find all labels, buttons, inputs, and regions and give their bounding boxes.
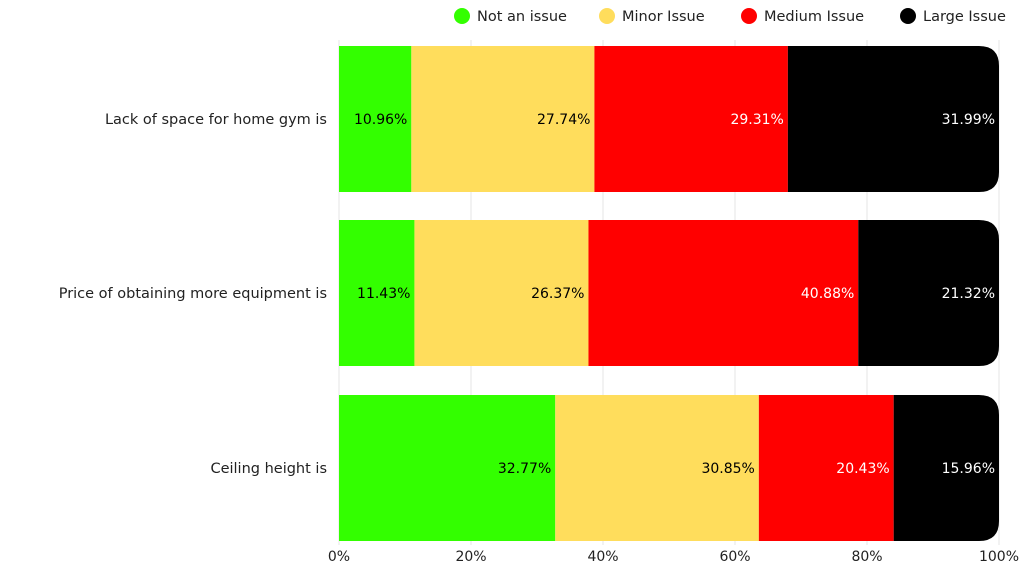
bar-segment xyxy=(758,395,894,541)
data-label: 10.96% xyxy=(354,112,407,128)
legend-label: Minor Issue xyxy=(622,9,705,25)
bar-segment xyxy=(555,395,759,541)
legend-label: Not an issue xyxy=(477,9,567,25)
data-label: 40.88% xyxy=(801,286,854,302)
x-tick-label: 60% xyxy=(719,549,750,565)
x-tick-label: 0% xyxy=(328,549,350,565)
data-label: 31.99% xyxy=(942,112,995,128)
bar-segment xyxy=(858,220,999,366)
legend: Not an issue Minor Issue Medium Issue Large… xyxy=(454,8,1006,25)
data-label: 30.85% xyxy=(701,461,754,477)
bars: 10.96% 27.74% 29.31% 31.99% 11.43% 26.37% 40.8… xyxy=(339,46,999,541)
data-label: 32.77% xyxy=(498,461,551,477)
data-label: 11.43% xyxy=(357,286,410,302)
category-labels: Lack of space for home gym is Price of ob… xyxy=(59,112,327,477)
data-label: 27.74% xyxy=(537,112,590,128)
category-label: Price of obtaining more equipment is xyxy=(59,286,327,302)
bar-segment xyxy=(893,395,999,541)
legend-label: Large Issue xyxy=(923,9,1006,25)
data-label: 29.31% xyxy=(730,112,783,128)
legend-marker xyxy=(741,8,757,24)
bar-segment xyxy=(594,46,788,192)
legend-marker xyxy=(599,8,615,24)
data-label: 21.32% xyxy=(942,286,995,302)
legend-label: Medium Issue xyxy=(764,9,864,25)
data-label: 20.43% xyxy=(836,461,889,477)
x-tick-label: 80% xyxy=(851,549,882,565)
data-label: 26.37% xyxy=(531,286,584,302)
bar-segment xyxy=(787,46,999,192)
bar-segment xyxy=(414,220,589,366)
x-tick-label: 20% xyxy=(455,549,486,565)
category-label: Ceiling height is xyxy=(210,461,327,477)
legend-marker xyxy=(454,8,470,24)
x-axis-ticks: 0% 20% 40% 60% 80% 100% xyxy=(328,549,1019,565)
bar-segment xyxy=(411,46,595,192)
bar-segment xyxy=(339,395,556,541)
x-tick-label: 40% xyxy=(587,549,618,565)
bar-segment xyxy=(339,46,412,192)
legend-marker xyxy=(900,8,916,24)
bar-segment xyxy=(339,220,415,366)
category-label: Lack of space for home gym is xyxy=(105,112,327,128)
data-label: 15.96% xyxy=(942,461,995,477)
bar-segment xyxy=(588,220,859,366)
x-tick-label: 100% xyxy=(979,549,1019,565)
